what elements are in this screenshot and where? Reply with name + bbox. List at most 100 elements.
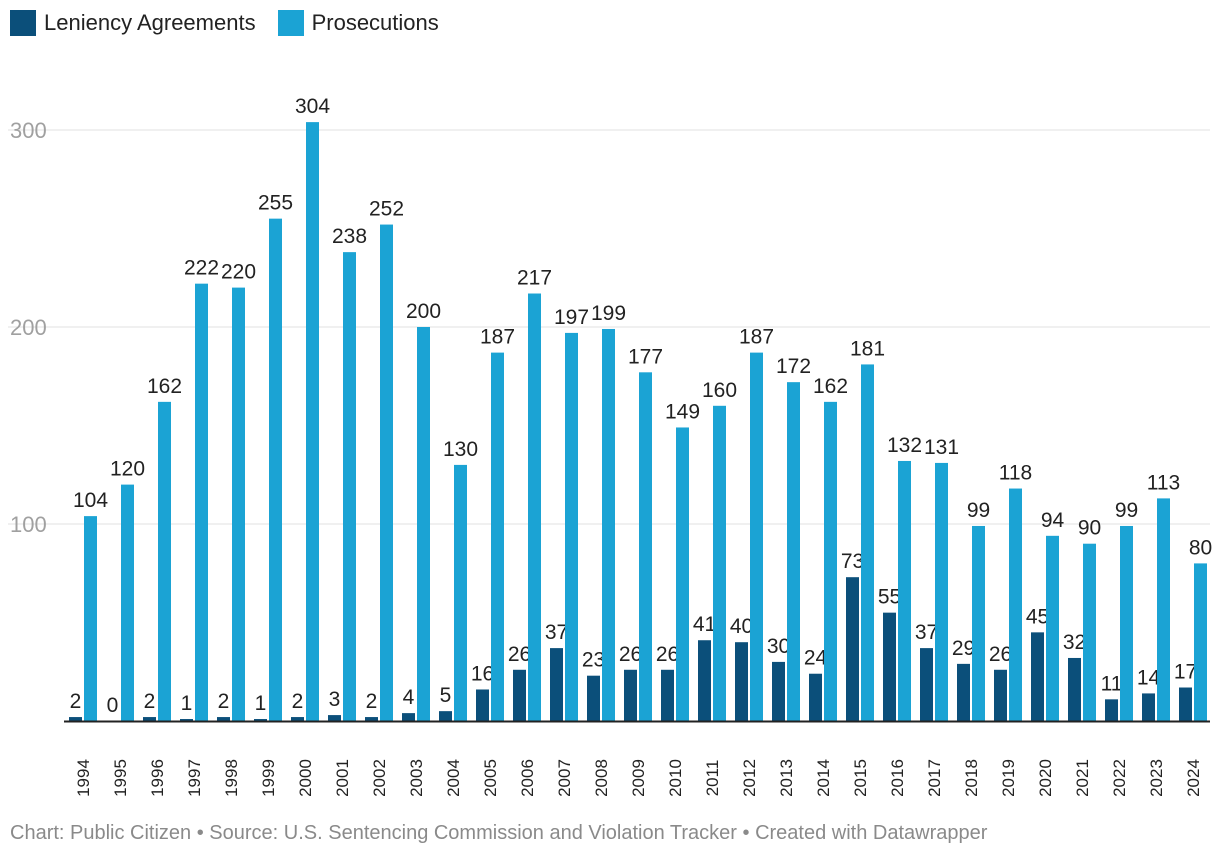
data-label-leniency: 23	[582, 649, 605, 672]
data-label-prosecutions: 132	[887, 434, 922, 457]
x-tick-label: 1995	[111, 759, 130, 797]
bar-prosecutions	[1046, 535, 1059, 721]
x-tick-label: 2007	[555, 759, 574, 797]
data-label-leniency: 37	[915, 621, 938, 644]
data-label-prosecutions: 181	[850, 337, 885, 360]
bar-prosecutions	[121, 484, 134, 721]
bar-prosecutions	[454, 464, 467, 721]
bar-leniency	[365, 717, 378, 721]
bar-leniency	[587, 675, 600, 721]
data-label-prosecutions: 187	[480, 326, 515, 349]
bar-leniency	[180, 719, 193, 721]
bar-leniency	[698, 640, 711, 721]
bar-leniency	[957, 663, 970, 721]
bar-leniency	[1142, 693, 1155, 721]
data-label-prosecutions: 172	[776, 355, 811, 378]
bar-prosecutions	[528, 293, 541, 721]
x-tick-label: 2004	[444, 759, 463, 797]
x-tick-label: 2020	[1036, 759, 1055, 797]
data-label-prosecutions: 131	[924, 436, 959, 459]
x-tick-label: 2009	[629, 759, 648, 797]
bar-prosecutions	[639, 372, 652, 721]
bar-prosecutions	[306, 122, 319, 722]
bar-prosecutions	[898, 460, 911, 721]
bar-prosecutions	[565, 332, 578, 721]
data-label-leniency: 24	[804, 647, 828, 670]
bar-prosecutions	[713, 405, 726, 721]
bar-prosecutions	[417, 327, 430, 721]
bar-leniency	[1031, 632, 1044, 721]
legend-item-leniency: Leniency Agreements	[10, 10, 256, 36]
chart-footer: Chart: Public Citizen • Source: U.S. Sen…	[10, 822, 988, 844]
data-label-leniency: 2	[70, 690, 82, 713]
data-label-leniency: 1	[181, 692, 193, 715]
bar-leniency	[735, 642, 748, 721]
data-label-leniency: 2	[144, 690, 156, 713]
data-label-prosecutions: 94	[1041, 509, 1065, 532]
data-label-leniency: 73	[841, 550, 864, 573]
bar-prosecutions	[343, 252, 356, 721]
x-tick-label: 1994	[74, 759, 93, 797]
data-label-prosecutions: 217	[517, 267, 552, 290]
bar-leniency	[920, 648, 933, 721]
data-label-prosecutions: 99	[1115, 499, 1138, 522]
data-label-prosecutions: 197	[554, 306, 589, 329]
data-label-prosecutions: 220	[221, 261, 256, 284]
data-label-leniency: 1	[255, 692, 267, 715]
bar-prosecutions	[1120, 525, 1133, 721]
bar-prosecutions	[158, 401, 171, 721]
data-label-leniency: 2	[292, 690, 304, 713]
data-label-prosecutions: 118	[999, 462, 1032, 485]
x-tick-label: 2014	[814, 759, 833, 797]
legend-swatch-prosecutions	[277, 10, 304, 36]
x-tick-label: 1999	[259, 759, 278, 797]
legend: Leniency Agreements Prosecutions	[10, 10, 439, 36]
bar-leniency	[1068, 657, 1081, 721]
x-tick-label: 2024	[1184, 759, 1203, 797]
x-tick-label: 2002	[370, 759, 389, 797]
bar-leniency	[550, 648, 563, 721]
data-label-prosecutions: 104	[73, 489, 108, 512]
data-label-prosecutions: 80	[1189, 536, 1212, 559]
bar-leniency	[254, 719, 267, 721]
x-tick-label: 2017	[925, 759, 944, 797]
bar-leniency	[143, 717, 156, 721]
data-label-leniency: 3	[329, 688, 341, 711]
bar-prosecutions	[824, 401, 837, 721]
data-label-leniency: 17	[1174, 661, 1197, 684]
y-tick-label: 100	[10, 512, 47, 537]
x-tick-label: 2008	[592, 759, 611, 797]
bar-leniency	[1105, 699, 1118, 721]
bar-prosecutions	[602, 328, 615, 721]
bar-leniency	[291, 717, 304, 721]
bar-prosecutions	[861, 364, 874, 721]
bar-prosecutions	[750, 352, 763, 721]
data-label-leniency: 4	[403, 686, 415, 709]
bar-prosecutions	[787, 382, 800, 721]
data-label-leniency: 26	[508, 643, 531, 666]
data-label-prosecutions: 99	[967, 499, 990, 522]
x-tick-label: 2005	[481, 759, 500, 797]
bar-leniency	[809, 673, 822, 721]
x-tick-label: 2003	[407, 759, 426, 797]
bar-prosecutions	[232, 287, 245, 721]
bar-prosecutions	[935, 462, 948, 721]
data-label-leniency: 40	[730, 615, 753, 638]
x-tick-label: 2016	[888, 759, 907, 797]
data-label-prosecutions: 187	[739, 326, 774, 349]
x-tick-label: 2013	[777, 759, 796, 797]
bar-leniency	[402, 713, 415, 721]
data-label-leniency: 41	[693, 613, 716, 636]
x-tick-label: 2021	[1073, 759, 1092, 797]
data-label-leniency: 26	[656, 643, 679, 666]
bar-prosecutions	[972, 525, 985, 721]
x-tick-label: 2018	[962, 759, 981, 797]
bar-prosecutions	[84, 516, 97, 721]
bar-leniency	[661, 669, 674, 721]
data-label-prosecutions: 130	[443, 438, 478, 461]
data-label-leniency: 32	[1063, 631, 1086, 654]
data-label-leniency: 5	[440, 684, 452, 707]
data-label-prosecutions: 160	[702, 379, 737, 402]
bar-leniency	[439, 711, 452, 721]
